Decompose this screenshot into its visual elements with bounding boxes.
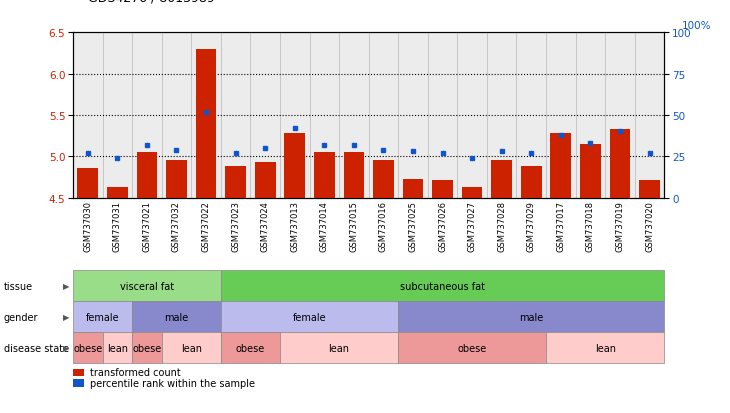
Bar	[132, 33, 162, 198]
Bar	[403, 179, 423, 198]
Bar	[462, 188, 483, 198]
Bar	[107, 188, 128, 198]
Bar	[162, 33, 191, 198]
Text: gender: gender	[4, 312, 38, 322]
Bar	[580, 145, 601, 198]
Text: visceral fat: visceral fat	[120, 281, 174, 291]
Bar	[605, 33, 635, 198]
Bar	[191, 33, 221, 198]
Bar	[280, 33, 310, 198]
Text: GDS4276 / 8013989: GDS4276 / 8013989	[88, 0, 215, 4]
Bar	[221, 33, 250, 198]
Bar	[339, 33, 369, 198]
Bar	[610, 130, 630, 198]
Bar	[137, 153, 157, 198]
Bar	[639, 181, 660, 198]
Text: lean: lean	[181, 343, 201, 353]
Bar	[399, 33, 428, 198]
Bar	[517, 33, 546, 198]
Bar	[285, 134, 305, 198]
Bar	[369, 33, 399, 198]
Bar	[255, 163, 275, 198]
Bar	[196, 50, 216, 198]
Text: ▶: ▶	[63, 282, 69, 290]
Bar	[344, 153, 364, 198]
Bar	[428, 33, 458, 198]
Bar	[73, 33, 102, 198]
Text: ▶: ▶	[63, 344, 69, 352]
Text: disease state: disease state	[4, 343, 69, 353]
Bar	[457, 33, 487, 198]
Bar	[487, 33, 517, 198]
Text: 100%: 100%	[682, 21, 712, 31]
Bar	[314, 153, 334, 198]
Text: obese: obese	[458, 343, 487, 353]
Text: obese: obese	[132, 343, 161, 353]
Bar	[310, 33, 339, 198]
Text: obese: obese	[236, 343, 265, 353]
Bar	[635, 33, 664, 198]
Bar	[576, 33, 605, 198]
Text: female: female	[293, 312, 326, 322]
Bar	[521, 167, 542, 198]
Bar	[250, 33, 280, 198]
Bar	[432, 181, 453, 198]
Bar	[226, 167, 246, 198]
Text: obese: obese	[73, 343, 102, 353]
Text: male: male	[164, 312, 188, 322]
Text: lean: lean	[107, 343, 128, 353]
Bar	[373, 160, 393, 198]
Bar	[546, 33, 576, 198]
Text: ▶: ▶	[63, 313, 69, 321]
Bar	[166, 160, 187, 198]
Text: subcutaneous fat: subcutaneous fat	[400, 281, 485, 291]
Text: male: male	[519, 312, 543, 322]
Bar	[491, 161, 512, 198]
Bar	[77, 169, 98, 198]
Bar	[550, 134, 571, 198]
Text: transformed count: transformed count	[90, 368, 180, 377]
Text: tissue: tissue	[4, 281, 33, 291]
Text: lean: lean	[595, 343, 615, 353]
Text: lean: lean	[328, 343, 350, 353]
Text: percentile rank within the sample: percentile rank within the sample	[90, 378, 255, 388]
Bar	[102, 33, 132, 198]
Text: female: female	[85, 312, 120, 322]
